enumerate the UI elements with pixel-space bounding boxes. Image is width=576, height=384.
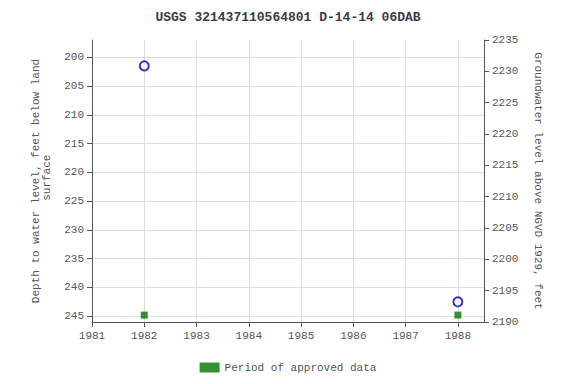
svg-text:1987: 1987 <box>392 330 418 342</box>
svg-text:2190: 2190 <box>492 316 518 328</box>
svg-text:surface: surface <box>41 155 53 208</box>
svg-text:2220: 2220 <box>492 128 518 140</box>
svg-text:USGS 321437110564801 D-14-14 0: USGS 321437110564801 D-14-14 06DAB <box>155 10 420 25</box>
svg-text:2235: 2235 <box>492 34 518 46</box>
svg-text:215: 215 <box>64 138 84 150</box>
svg-text:1985: 1985 <box>288 330 314 342</box>
svg-text:1986: 1986 <box>340 330 366 342</box>
svg-text:225: 225 <box>64 195 84 207</box>
svg-text:1988: 1988 <box>445 330 471 342</box>
svg-text:2215: 2215 <box>492 159 518 171</box>
svg-text:205: 205 <box>64 80 84 92</box>
svg-text:1982: 1982 <box>131 330 157 342</box>
svg-text:200: 200 <box>64 51 84 63</box>
svg-text:Depth to water level, feet bel: Depth to water level, feet below land <box>29 58 42 304</box>
svg-text:Period of approved data: Period of approved data <box>225 362 377 374</box>
svg-text:1983: 1983 <box>183 330 209 342</box>
svg-text:2195: 2195 <box>492 285 518 297</box>
svg-text:210: 210 <box>64 109 84 121</box>
svg-text:2225: 2225 <box>492 97 518 109</box>
svg-text:2230: 2230 <box>492 65 518 77</box>
svg-text:2210: 2210 <box>492 191 518 203</box>
svg-text:245: 245 <box>64 310 84 322</box>
svg-text:230: 230 <box>64 224 84 236</box>
svg-text:2205: 2205 <box>492 222 518 234</box>
svg-text:240: 240 <box>64 281 84 293</box>
svg-text:1984: 1984 <box>236 330 263 342</box>
svg-text:220: 220 <box>64 166 84 178</box>
svg-text:235: 235 <box>64 253 84 265</box>
svg-text:2200: 2200 <box>492 253 518 265</box>
svg-text:1981: 1981 <box>79 330 106 342</box>
svg-text:Groundwater level above NGVD 1: Groundwater level above NGVD 1929, feet <box>532 52 544 309</box>
